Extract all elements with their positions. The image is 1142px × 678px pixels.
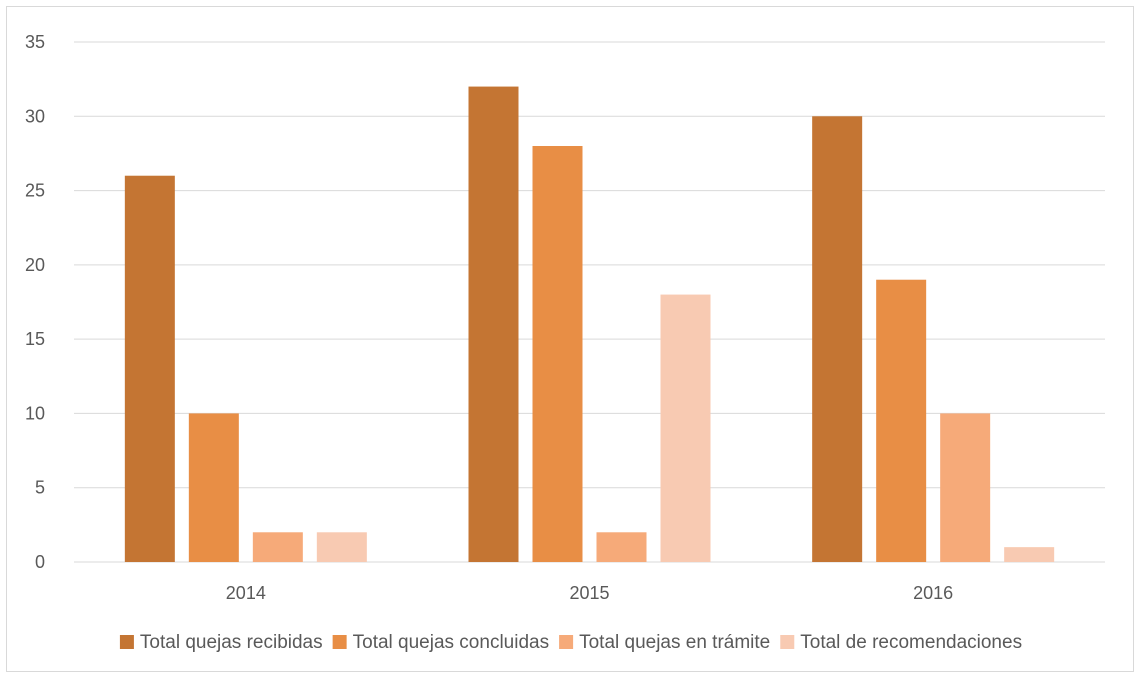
bar-2015-series-2: [532, 146, 583, 562]
legend-item: Total quejas recibidas: [119, 632, 323, 653]
y-tick-label: 15: [25, 329, 45, 349]
bar-2015-series-4: [660, 294, 711, 562]
x-axis-category-labels: 2014 2015 2016: [226, 583, 953, 603]
y-tick-label: 25: [25, 181, 45, 201]
bar-2014-series-3: [252, 532, 303, 562]
legend-item: Total quejas concluidas: [332, 632, 549, 653]
y-tick-label: 5: [35, 478, 45, 498]
legend-swatch: [559, 635, 574, 649]
legend: Total quejas recibidas Total quejas concl…: [119, 632, 1022, 653]
legend-swatch: [332, 635, 347, 649]
y-tick-label: 35: [25, 32, 45, 52]
legend-label: Total de recomendaciones: [800, 632, 1022, 653]
y-tick-label: 0: [35, 552, 45, 572]
gridlines: [74, 41, 1105, 563]
y-tick-label: 30: [25, 106, 45, 126]
bar-2016-series-1: [812, 116, 863, 563]
legend-label: Total quejas concluidas: [353, 632, 549, 653]
chart-frame: 0 5 10 15 20 25 30 35 2014 2015 2016 Total quejas…: [6, 6, 1134, 672]
x-category-label: 2014: [226, 583, 266, 603]
bar-2015-series-1: [468, 86, 519, 563]
x-category-label: 2015: [569, 583, 609, 603]
y-axis-tick-labels: 0 5 10 15 20 25 30 35: [25, 32, 45, 572]
legend-item: Total de recomendaciones: [780, 632, 1022, 653]
y-tick-label: 20: [25, 255, 45, 275]
bar-2016-series-3: [940, 413, 991, 562]
legend-label: Total quejas en trámite: [579, 632, 770, 653]
bar-2016-series-2: [876, 279, 927, 562]
bar-chart: 0 5 10 15 20 25 30 35 2014 2015 2016 Total quejas…: [25, 32, 1105, 653]
x-category-label: 2016: [913, 583, 953, 603]
legend-item: Total quejas en trámite: [559, 632, 770, 653]
legend-label: Total quejas recibidas: [140, 632, 323, 653]
legend-swatch: [119, 635, 134, 649]
bar-2014-series-2: [188, 413, 239, 562]
bar-2015-series-3: [596, 532, 647, 562]
legend-swatch: [780, 635, 795, 649]
bar-2014-series-4: [316, 532, 367, 562]
bar-2014-series-1: [124, 175, 175, 562]
bar-2016-series-4: [1004, 547, 1055, 562]
bars: [124, 86, 1055, 563]
y-tick-label: 10: [25, 403, 45, 423]
